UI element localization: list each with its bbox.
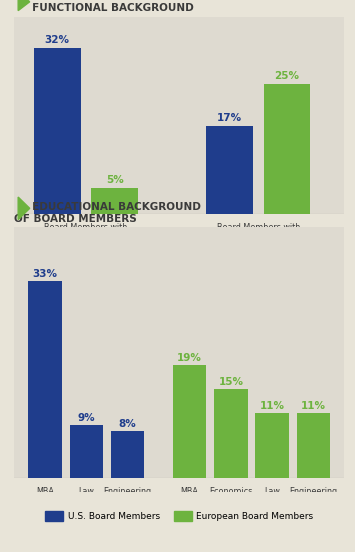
- Legend: U.S. Board Members, European Board Members: U.S. Board Members, European Board Membe…: [45, 512, 313, 521]
- Polygon shape: [18, 197, 30, 220]
- Text: 25%: 25%: [274, 71, 299, 82]
- Bar: [255, 412, 289, 479]
- Text: 11%: 11%: [260, 401, 285, 411]
- Bar: [111, 431, 144, 479]
- Text: 5%: 5%: [106, 176, 124, 185]
- Bar: [34, 47, 81, 214]
- Text: 15%: 15%: [218, 377, 244, 387]
- Text: 33%: 33%: [33, 269, 58, 279]
- Text: 17%: 17%: [217, 113, 242, 123]
- Bar: [264, 84, 310, 214]
- Bar: [214, 389, 248, 479]
- Text: 32%: 32%: [45, 35, 70, 45]
- Bar: [91, 188, 138, 214]
- Bar: [28, 281, 62, 479]
- Text: FUNCTIONAL BACKGROUND: FUNCTIONAL BACKGROUND: [14, 3, 194, 13]
- Bar: [173, 365, 206, 479]
- Polygon shape: [18, 0, 30, 10]
- Text: 11%: 11%: [301, 401, 326, 411]
- Bar: [70, 424, 103, 479]
- Bar: [206, 126, 253, 214]
- Text: 19%: 19%: [177, 353, 202, 363]
- Text: 9%: 9%: [78, 413, 95, 423]
- Bar: [297, 412, 330, 479]
- Text: EDUCATIONAL BACKGROUND
OF BOARD MEMBERS: EDUCATIONAL BACKGROUND OF BOARD MEMBERS: [14, 202, 201, 224]
- Text: 8%: 8%: [119, 419, 137, 429]
